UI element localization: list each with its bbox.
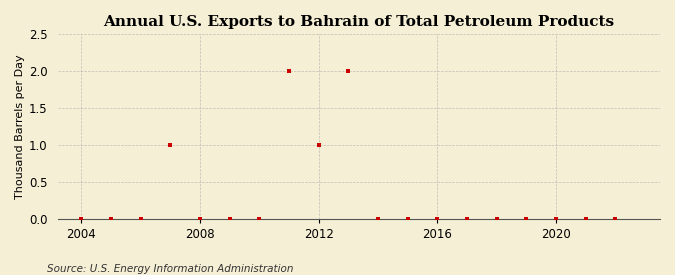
Text: Source: U.S. Energy Information Administration: Source: U.S. Energy Information Administ… xyxy=(47,264,294,274)
Title: Annual U.S. Exports to Bahrain of Total Petroleum Products: Annual U.S. Exports to Bahrain of Total … xyxy=(103,15,614,29)
Y-axis label: Thousand Barrels per Day: Thousand Barrels per Day xyxy=(15,54,25,199)
